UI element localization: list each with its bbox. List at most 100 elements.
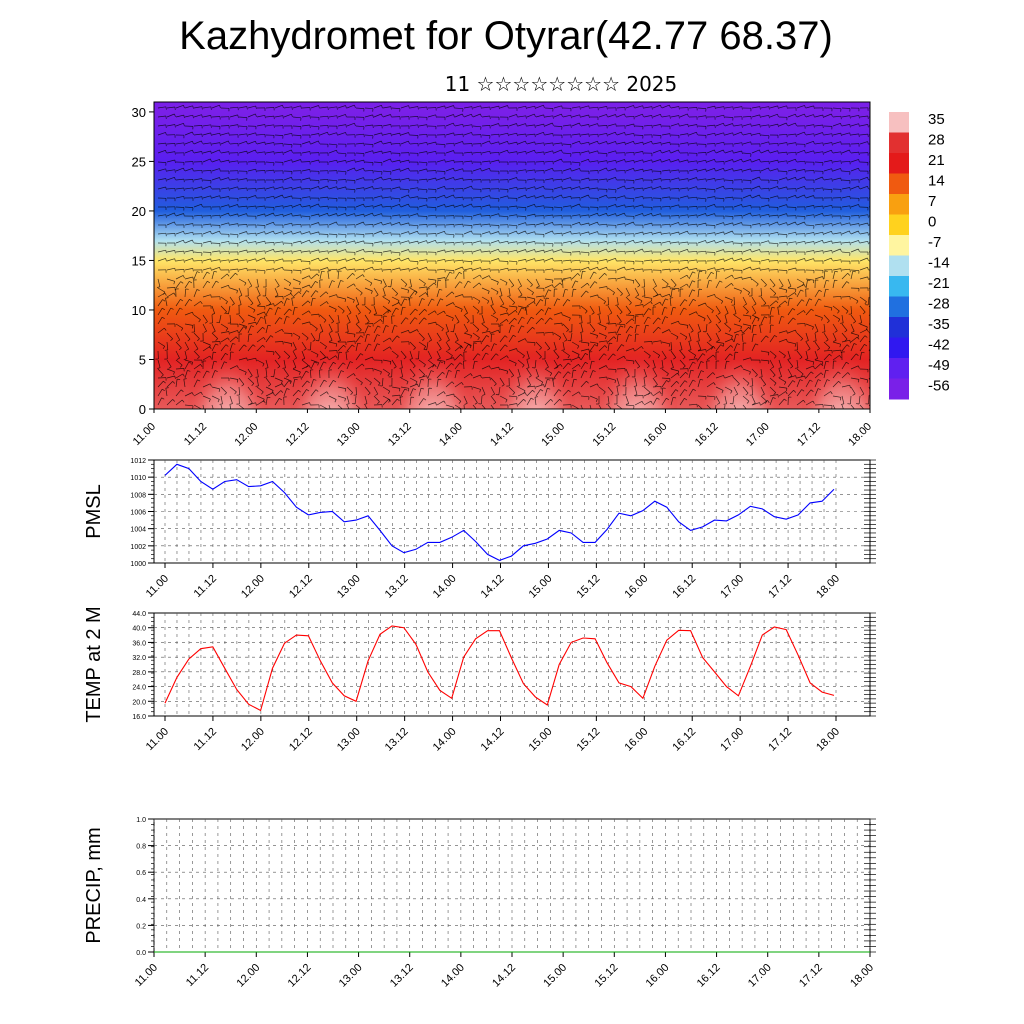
wind-barb-flag (525, 259, 527, 263)
wind-barb (283, 287, 292, 292)
wind-barb-flag (453, 204, 455, 208)
wind-barb (679, 323, 688, 326)
wind-barb (175, 178, 185, 181)
wind-barb-flag (174, 375, 176, 379)
wind-barb (265, 169, 274, 172)
wind-barb (454, 332, 459, 341)
wind-barb (301, 187, 311, 190)
wind-barb (454, 362, 461, 370)
wind-barb-flag (524, 338, 527, 342)
wind-barb (202, 267, 211, 271)
wind-barb (400, 240, 409, 244)
wind-barb (697, 323, 702, 332)
wind-barb (553, 142, 562, 145)
wind-barb (778, 142, 787, 145)
wind-barb (265, 124, 274, 127)
wind-barb (193, 114, 202, 118)
wind-barb-flag (777, 160, 779, 164)
wind-barb-flag (813, 250, 815, 254)
wind-barb (796, 169, 805, 172)
wind-barb-flag (768, 115, 770, 119)
wind-barb-flag (720, 344, 724, 347)
wind-barb (607, 159, 616, 163)
wind-barb-flag (795, 232, 797, 236)
wind-barb-flag (177, 339, 180, 342)
wind-barb (724, 338, 733, 343)
wind-barb (283, 293, 292, 298)
wind-barb-flag (516, 114, 518, 118)
wind-barb (724, 361, 727, 370)
wind-barb (301, 370, 307, 379)
wind-barb-flag (813, 340, 817, 342)
wind-barb-flag (849, 187, 851, 191)
wind-barb (400, 132, 409, 136)
wind-barb-flag (183, 123, 185, 127)
wind-barb-flag (354, 258, 356, 262)
wind-barb (355, 233, 365, 235)
wind-barb-flag (525, 115, 527, 119)
wind-barb (229, 124, 238, 127)
wind-barb (472, 113, 481, 118)
wind-barb-flag (687, 195, 689, 199)
wind-barb-flag (273, 212, 275, 216)
wind-barb-flag (867, 124, 869, 128)
wind-barb (157, 142, 167, 145)
wind-barb-flag (777, 114, 779, 118)
wind-barb-flag (669, 248, 671, 253)
wind-barb (751, 223, 760, 226)
wind-barb (265, 296, 272, 304)
wind-barb (616, 276, 625, 280)
wind-barb-flag (357, 342, 361, 345)
wind-barb (193, 301, 201, 307)
wind-barb (292, 341, 297, 350)
wind-barb (427, 278, 436, 281)
wind-barb-flag (641, 346, 644, 350)
wind-barb (273, 368, 276, 377)
wind-barb (283, 106, 292, 109)
wind-barb-flag (840, 268, 842, 272)
wind-barb (697, 107, 707, 109)
wind-barb (517, 194, 526, 199)
wind-barb-flag (669, 294, 671, 298)
wind-barb (373, 305, 377, 314)
wind-barb (481, 188, 491, 190)
wind-barb (742, 323, 751, 327)
wind-barb-flag (487, 300, 490, 304)
wind-barb (814, 151, 823, 154)
wind-barb (742, 168, 751, 172)
wind-barb (598, 152, 608, 154)
wind-barb (598, 259, 607, 262)
wind-barb-flag (588, 142, 590, 146)
wind-barb-flag (489, 195, 491, 199)
wind-barb (436, 185, 445, 190)
wind-barb (382, 269, 392, 271)
wind-barb-flag (573, 288, 577, 290)
wind-barb-flag (507, 268, 509, 272)
wind-barb-flag (837, 319, 841, 322)
wind-barb (796, 332, 803, 339)
wind-barb (679, 214, 688, 217)
wind-barb (661, 368, 669, 374)
wind-barb (832, 305, 840, 312)
wind-barb-flag (777, 195, 779, 199)
wind-barb (202, 132, 211, 136)
wind-barb (481, 115, 490, 118)
wind-barb-flag (225, 328, 229, 331)
wind-barb (355, 257, 364, 262)
wind-barb (850, 114, 859, 118)
wind-barb (589, 212, 598, 217)
wind-barb-flag (441, 328, 444, 332)
wind-barb (454, 345, 462, 352)
wind-barb-flag (768, 223, 770, 227)
wind-barb-flag (444, 249, 446, 253)
wind-barb (436, 143, 446, 145)
wind-barb (309, 369, 312, 379)
wind-barb (589, 160, 598, 163)
wind-barb (562, 251, 572, 253)
wind-barb (463, 151, 472, 154)
wind-barb (670, 149, 679, 154)
wind-barb (553, 194, 562, 199)
wind-barb (184, 258, 193, 262)
wind-barb-flag (323, 361, 327, 364)
wind-barb-flag (533, 298, 536, 302)
